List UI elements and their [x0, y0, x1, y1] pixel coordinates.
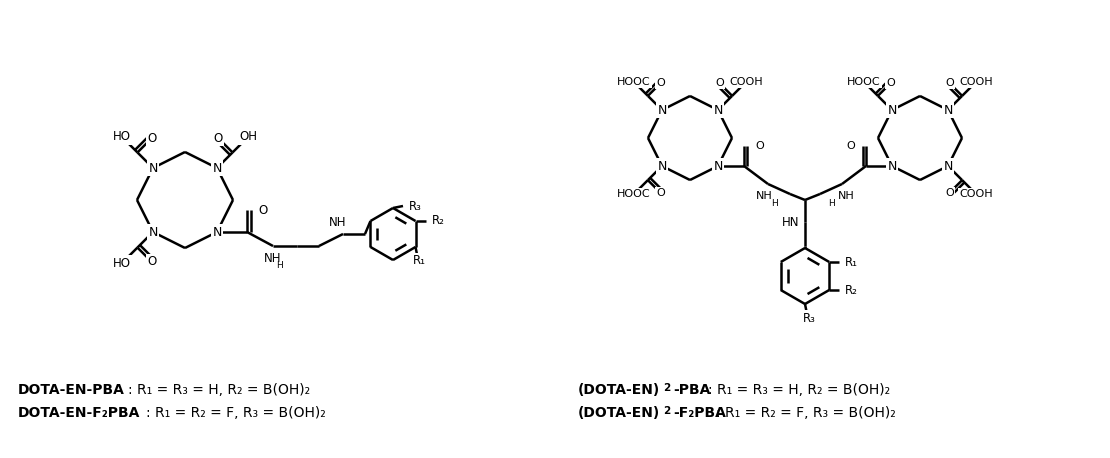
Text: N: N	[887, 104, 897, 116]
Text: HO: HO	[113, 131, 131, 143]
Text: HOOC: HOOC	[617, 189, 650, 199]
Text: : R₁ = R₃ = H, R₂ = B(OH)₂: : R₁ = R₃ = H, R₂ = B(OH)₂	[128, 383, 310, 397]
Text: H: H	[771, 200, 778, 208]
Text: OH: OH	[239, 131, 258, 143]
Text: HO: HO	[113, 256, 131, 270]
Text: COOH: COOH	[959, 189, 993, 199]
Text: O: O	[147, 255, 157, 268]
Text: N: N	[149, 225, 158, 239]
Text: R₂: R₂	[845, 284, 858, 296]
Text: NH: NH	[264, 251, 282, 265]
Text: HOOC: HOOC	[847, 77, 880, 87]
Text: O: O	[656, 78, 665, 88]
Text: O: O	[846, 141, 855, 151]
Text: (DOTA-EN): (DOTA-EN)	[578, 406, 660, 420]
Text: N: N	[714, 104, 723, 116]
Text: R₃: R₃	[408, 200, 422, 213]
Text: N: N	[212, 225, 222, 239]
Text: N: N	[657, 159, 667, 173]
Text: N: N	[944, 104, 952, 116]
Text: N: N	[887, 159, 897, 173]
Text: H: H	[276, 262, 283, 271]
Text: O: O	[945, 78, 953, 88]
Text: 2: 2	[663, 383, 670, 393]
Text: HOOC: HOOC	[617, 77, 650, 87]
Text: -PBA: -PBA	[673, 383, 710, 397]
Text: : R₁ = R₂ = F, R₃ = B(OH)₂: : R₁ = R₂ = F, R₃ = B(OH)₂	[716, 406, 896, 420]
Text: R₁: R₁	[845, 256, 858, 268]
Text: O: O	[258, 203, 268, 217]
Text: O: O	[945, 188, 953, 198]
Text: N: N	[944, 159, 952, 173]
Text: -F₂PBA: -F₂PBA	[673, 406, 726, 420]
Text: R₁: R₁	[413, 255, 426, 267]
Text: (DOTA-EN): (DOTA-EN)	[578, 383, 660, 397]
Text: O: O	[214, 132, 223, 145]
Text: O: O	[755, 141, 764, 151]
Text: : R₁ = R₃ = H, R₂ = B(OH)₂: : R₁ = R₃ = H, R₂ = B(OH)₂	[708, 383, 890, 397]
Text: N: N	[212, 162, 222, 174]
Text: O: O	[715, 78, 724, 88]
Text: H: H	[828, 200, 835, 208]
Text: R₃: R₃	[803, 311, 816, 325]
Text: N: N	[657, 104, 667, 116]
Text: O: O	[886, 78, 895, 88]
Text: O: O	[147, 132, 157, 145]
Text: DOTA-EN-F₂PBA: DOTA-EN-F₂PBA	[18, 406, 140, 420]
Text: HN: HN	[783, 216, 799, 229]
Text: NH: NH	[756, 191, 773, 201]
Text: R₂: R₂	[432, 214, 444, 228]
Text: COOH: COOH	[959, 77, 993, 87]
Text: O: O	[656, 188, 665, 198]
Text: 2: 2	[663, 406, 670, 416]
Text: COOH: COOH	[729, 77, 763, 87]
Text: : R₁ = R₂ = F, R₃ = B(OH)₂: : R₁ = R₂ = F, R₃ = B(OH)₂	[147, 406, 325, 420]
Text: NH: NH	[330, 216, 346, 229]
Text: N: N	[149, 162, 158, 174]
Text: N: N	[714, 159, 723, 173]
Text: NH: NH	[838, 191, 855, 201]
Text: DOTA-EN-PBA: DOTA-EN-PBA	[18, 383, 124, 397]
